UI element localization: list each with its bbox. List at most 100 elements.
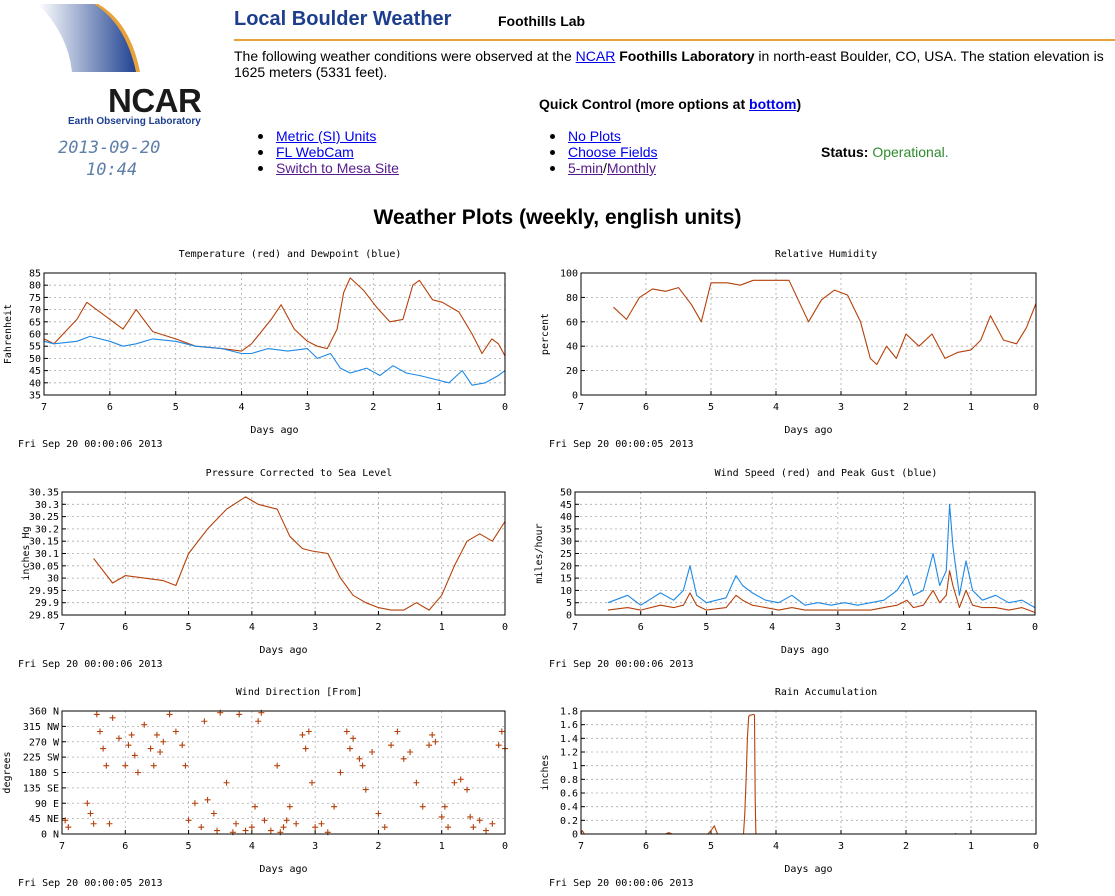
status: Status: Operational. (821, 144, 949, 160)
series-line (93, 496, 506, 611)
tick-label: 5 (173, 402, 179, 413)
list-item: No Plots (550, 128, 658, 144)
tick-label: 6 (122, 841, 128, 852)
tick-label: 30 (47, 574, 59, 585)
data-point (261, 817, 268, 824)
tick-label: 0 N (41, 830, 59, 841)
metric-units-link[interactable]: Metric (SI) Units (276, 128, 377, 144)
tick-label: 10 (560, 586, 572, 597)
tick-label: 40 (566, 342, 578, 353)
data-point (426, 742, 433, 749)
data-point (90, 820, 97, 827)
tick-label: 45 (560, 500, 572, 511)
data-point (153, 731, 160, 738)
tick-label: 2 (903, 841, 909, 852)
list-item: 5-min/Monthly (550, 160, 658, 176)
no-plots-link[interactable]: No Plots (568, 128, 621, 144)
tick-label: 7 (59, 841, 65, 852)
plots-heading: Weather Plots (weekly, english units) (373, 206, 742, 229)
y-axis-label: inches (540, 754, 551, 790)
data-point (182, 762, 189, 769)
monthly-link[interactable]: Monthly (606, 160, 656, 176)
tick-label: 0 (502, 402, 508, 413)
data-point (388, 742, 395, 749)
data-point (210, 810, 217, 817)
tick-label: 20 (560, 561, 572, 572)
data-point (381, 824, 388, 831)
plot-timestamp: Fri Sep 20 00:00:06 2013 (18, 439, 163, 450)
tick-label: 3 (304, 402, 310, 413)
data-point (359, 762, 366, 769)
tick-label: 60 (566, 317, 578, 328)
tick-label: 2 (375, 622, 381, 633)
tick-label: 45 NE (29, 814, 59, 825)
data-point (109, 714, 116, 721)
quick-control-heading: Quick Control (more options at bottom) (539, 96, 801, 112)
chart-3: Wind Speed (red) and Peak Gust (blue) 7 6 5… (534, 468, 1038, 670)
ncar-link[interactable]: NCAR (575, 48, 616, 64)
mesa-site-link[interactable]: Switch to Mesa Site (276, 160, 399, 176)
bottom-link[interactable]: bottom (749, 96, 797, 112)
webcam-link[interactable]: FL WebCam (276, 144, 354, 160)
plot-frame (580, 710, 1037, 835)
tick-label: 30.05 (29, 561, 59, 572)
tick-label: 1 (439, 622, 445, 633)
tick-label: 0 (1033, 402, 1039, 413)
tick-label: 1.2 (560, 748, 578, 759)
data-point (150, 762, 157, 769)
observation-date: 2013-09-20 (58, 138, 161, 158)
tick-label: 0 (502, 622, 508, 633)
series-line (607, 570, 1036, 614)
list-item: Metric (SI) Units (258, 128, 399, 144)
tick-label: 135 SE (23, 783, 59, 794)
plot-frame (61, 491, 506, 616)
data-point (464, 786, 471, 793)
data-point (441, 803, 448, 810)
tick-label: 5 (566, 598, 572, 609)
data-point (375, 810, 382, 817)
data-point (451, 779, 458, 786)
data-point (122, 762, 129, 769)
plot-timestamp: Fri Sep 20 00:00:06 2013 (549, 659, 694, 670)
data-point (343, 728, 350, 735)
plot-frame (580, 272, 1037, 396)
data-point (312, 824, 319, 831)
tick-label: 30.3 (35, 500, 59, 511)
data-point (467, 813, 474, 820)
tick-label: 1 (966, 622, 972, 633)
data-point (356, 755, 363, 762)
tick-label: 0.2 (560, 816, 578, 827)
data-point (267, 827, 274, 834)
tick-label: 6 (107, 402, 113, 413)
data-point (100, 745, 107, 752)
tick-label: 15 (560, 574, 572, 585)
tick-label: 90 E (35, 799, 59, 810)
tick-label: 4 (249, 841, 255, 852)
data-point (84, 800, 91, 807)
data-point (125, 742, 132, 749)
data-point (252, 803, 259, 810)
data-point (248, 824, 255, 831)
tick-label: 0 (566, 611, 572, 622)
data-point (179, 742, 186, 749)
data-point (242, 827, 249, 834)
data-point (157, 749, 164, 755)
data-point (419, 803, 426, 810)
tick-label: 0 (502, 841, 508, 852)
five-min-link[interactable]: 5-min (568, 160, 604, 176)
tick-label: 30.2 (35, 524, 59, 535)
tick-label: 3 (312, 841, 318, 852)
data-point (62, 817, 69, 824)
quick-links-left: Metric (SI) Units FL WebCam Switch to Me… (258, 128, 399, 176)
tick-label: 4 (769, 622, 775, 633)
tick-label: 60 (29, 330, 41, 341)
data-point (204, 796, 211, 803)
data-point (318, 820, 325, 827)
data-point (185, 817, 192, 824)
choose-fields-link[interactable]: Choose Fields (568, 144, 658, 160)
tick-label: 3 (838, 841, 844, 852)
data-point (350, 735, 357, 742)
ncar-wordmark: NCAR (108, 82, 202, 119)
x-axis-label: Days ago (259, 864, 307, 875)
tick-label: 1.6 (560, 720, 578, 731)
